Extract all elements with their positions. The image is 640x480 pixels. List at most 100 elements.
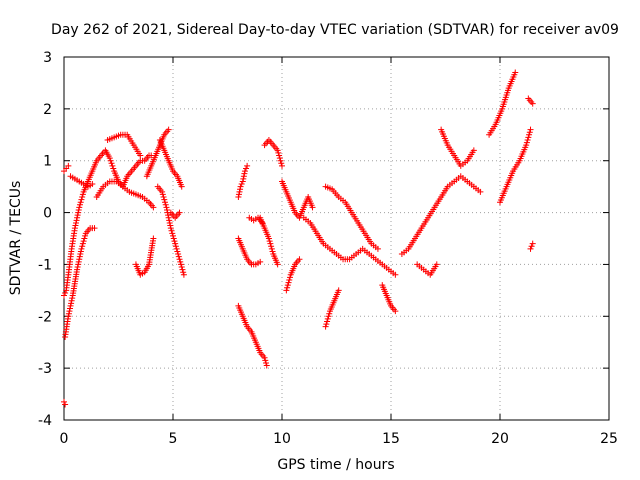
data-point [150,235,157,242]
data-point [284,284,291,291]
data-point [164,206,171,213]
data-point [526,131,533,138]
data-point [266,238,273,245]
data-point [65,162,72,169]
data-point [76,201,83,208]
data-point [80,238,87,245]
x-tick-label: 0 [60,431,69,447]
data-point [66,308,73,315]
data-point [527,126,534,133]
data-point [79,240,86,247]
series-q [261,136,285,169]
data-point [257,258,264,265]
data-point [165,212,172,219]
data-point [165,126,172,133]
data-point [179,266,186,273]
series-i [143,126,172,180]
data-point [239,178,246,185]
data-point [392,308,399,315]
data-point [529,100,536,107]
data-point [529,240,536,247]
data-point [62,289,69,296]
series-z1 [438,126,477,169]
series-w [322,287,342,330]
data-point [241,170,248,177]
data-point [167,222,174,229]
data-point [261,354,268,361]
series-k [156,136,185,190]
data-point [241,168,248,175]
data-point [176,256,183,263]
data-point [74,266,81,273]
plot-frame [63,56,610,421]
data-point [178,264,185,271]
data-point [160,194,167,201]
x-tick-label: 20 [491,431,509,447]
data-point [89,181,96,188]
data-point [170,235,177,242]
data-point [324,315,331,322]
data-point [165,214,172,221]
data-point [177,258,184,265]
data-point [163,204,170,211]
axis-ticks: 0 5 10 15 20 25 -4 -3 -2 -1 0 1 2 3 [38,50,618,447]
y-tick-label: -4 [38,413,52,429]
y-tick-label: 2 [43,102,52,118]
data-point [276,155,283,162]
data-point [68,300,75,307]
data-point [276,152,283,159]
data-point [268,243,275,250]
data-point [71,225,78,232]
y-tick-label: 0 [43,206,52,222]
data-point [262,357,269,364]
x-tick-label: 25 [600,431,618,447]
data-point [243,165,250,172]
series-e2 [414,261,440,278]
data-point [235,191,242,198]
data-point [172,240,179,247]
data-point [238,181,245,188]
data-point [523,142,530,149]
data-point [177,261,184,268]
series-c [61,162,72,175]
data-point [110,165,117,172]
data-point [168,227,175,234]
data-point [150,204,157,211]
data-point [65,310,72,317]
data-point [107,157,114,164]
data-point [75,258,82,265]
series-u [300,214,399,278]
series-v [322,183,381,252]
data-point [75,209,82,216]
y-tick-label: -1 [38,257,52,273]
data-point [79,194,86,201]
data-point [74,212,81,219]
x-tick-label: 15 [382,431,400,447]
data-point [263,362,270,369]
series-d2 [527,240,536,252]
series-b2 [497,126,534,206]
series-d [67,173,96,190]
data-point [77,251,84,258]
data-point [265,235,272,242]
data-point [174,248,181,255]
data-point [335,287,342,294]
data-point [244,162,251,169]
data-point [284,282,291,289]
data-point [169,230,176,237]
data-point [296,256,303,263]
data-point [91,225,98,232]
data-point [322,323,329,330]
series-l [167,209,183,221]
data-point [72,222,79,229]
data-point [309,204,316,211]
data-point [175,253,182,260]
data-point [524,136,531,143]
data-point [235,194,242,201]
x-tick-label: 10 [273,431,291,447]
y-tick-label: -2 [38,309,52,325]
data-point [263,359,270,366]
data-point [275,149,282,156]
series-o [235,235,264,268]
